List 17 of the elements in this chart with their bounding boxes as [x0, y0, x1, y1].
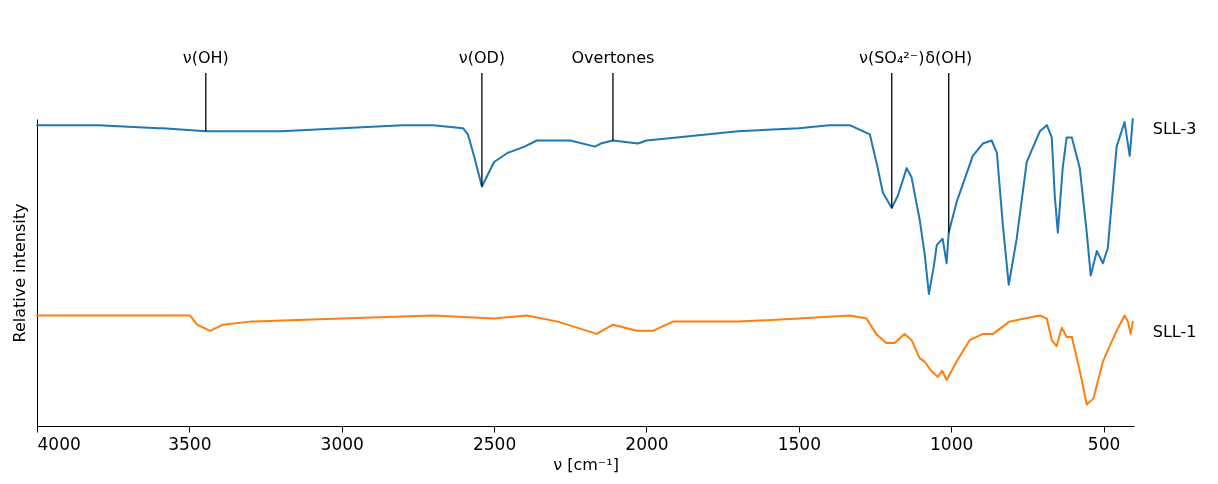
- x-tick-label: 2500: [472, 433, 517, 454]
- x-tick-label: 1000: [930, 433, 974, 454]
- x-tick-label: 500: [1087, 433, 1121, 454]
- x-tick-label: 4000: [37, 433, 81, 454]
- y-axis-title: Relative intensity: [9, 203, 29, 343]
- x-tick-label: 1500: [777, 433, 821, 454]
- annotation: δ(OH): [925, 48, 973, 67]
- x-tick-label: 3500: [168, 433, 212, 454]
- annotation: ν(OD): [458, 48, 506, 67]
- x-axis-title: ν [cm⁻¹]: [553, 454, 619, 474]
- x-tick-label: 3000: [320, 433, 364, 454]
- series-label: SLL-1: [1152, 321, 1197, 341]
- series-label: SLL-3: [1152, 119, 1197, 138]
- annotation: Overtones: [571, 48, 655, 67]
- annotation: ν(SO₄²⁻): [859, 48, 925, 67]
- x-tick-label: 2000: [625, 433, 669, 454]
- annotation: ν(OH): [182, 48, 229, 67]
